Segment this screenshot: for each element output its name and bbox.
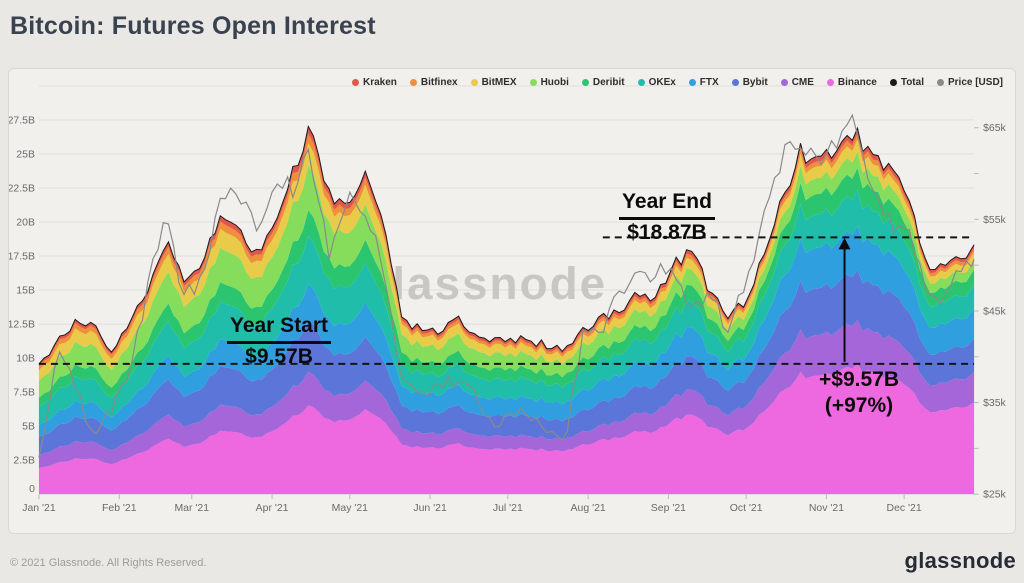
annotation-year-end: Year End $18.87B — [581, 189, 753, 245]
total-line — [38, 125, 975, 365]
y-right-tick-label: $25k — [983, 490, 1006, 501]
y-left-tick-label: 25B — [16, 149, 35, 160]
glassnode-logo: glassnode — [904, 548, 1016, 573]
legend-item-okex[interactable]: OKEx — [637, 77, 676, 88]
annotation-year-end-value: $18.87B — [627, 220, 707, 244]
y-right-tick-label: $65k — [983, 123, 1006, 134]
increase-arrow-head-icon — [838, 237, 851, 250]
price-line — [38, 113, 975, 458]
legend-dot-icon — [936, 79, 944, 86]
area-band-deribit — [38, 167, 975, 407]
legend-label: Kraken — [362, 77, 397, 88]
legend-label: CME — [791, 77, 814, 88]
x-tick-label: Oct '21 — [730, 503, 763, 514]
legend-dot-icon — [529, 79, 537, 86]
legend: Kraken Bitfinex BitMEX Huobi Deribit OKEx FTX B… — [351, 77, 1003, 88]
x-tick-label: Jul '21 — [493, 503, 523, 514]
y-left-tick-label: 2.5B — [13, 456, 35, 467]
legend-dot-icon — [470, 79, 478, 86]
x-tick-label: Apr '21 — [256, 503, 289, 514]
legend-label: Price [USD] — [947, 77, 1003, 88]
legend-dot-icon — [409, 79, 417, 86]
legend-label: FTX — [699, 77, 719, 88]
y-left-tick-label: 20B — [16, 218, 35, 229]
stacked-areas — [38, 126, 975, 495]
x-tick-label: Nov '21 — [809, 503, 844, 514]
annotation-change: +$9.57B (+97%) — [771, 367, 947, 418]
copyright-text: © 2021 Glassnode. All Rights Reserved. — [10, 557, 207, 569]
annotation-year-start-title: Year Start — [193, 313, 365, 344]
annotation-year-start-value: $9.57B — [245, 344, 313, 368]
annotation-change-amount: +$9.57B — [819, 368, 899, 391]
axes: 0 2.5B 5B 7.5B 10B 12.5B 15B 17.5B 20B 22.5B 25B 27… — [9, 115, 1007, 514]
annotation-year-end-title: Year End — [581, 189, 753, 220]
x-tick-label: Mar '21 — [174, 503, 209, 514]
y-left-tick-label: 7.5B — [13, 388, 35, 399]
legend-dot-icon — [780, 79, 788, 86]
y-left-tick-label: 5B — [22, 422, 35, 433]
legend-item-kraken[interactable]: Kraken — [351, 77, 397, 88]
legend-item-total[interactable]: Total — [889, 77, 924, 88]
page-title: Bitcoin: Futures Open Interest — [10, 12, 376, 40]
legend-item-binance[interactable]: Binance — [826, 77, 877, 88]
area-band-kraken — [38, 126, 975, 367]
y-left-tick-label: 17.5B — [9, 251, 35, 262]
legend-item-bitmex[interactable]: BitMEX — [470, 77, 517, 88]
area-band-bybit — [38, 269, 975, 456]
legend-dot-icon — [637, 79, 645, 86]
legend-item-cme[interactable]: CME — [780, 77, 814, 88]
y-right-tick-label: $35k — [983, 398, 1006, 409]
y-right-tick-label: $45k — [983, 306, 1006, 317]
legend-item-bitfinex[interactable]: Bitfinex — [409, 77, 458, 88]
y-left-tick-label: 27.5B — [9, 115, 35, 126]
annotation-change-percent: (+97%) — [824, 393, 894, 417]
annotation-year-start: Year Start $9.57B — [193, 313, 365, 369]
x-tick-label: Aug '21 — [571, 503, 606, 514]
legend-label: Deribit — [592, 77, 625, 88]
area-band-okex — [38, 189, 975, 426]
x-tick-label: Jan '21 — [22, 503, 56, 514]
legend-label: Bybit — [742, 77, 768, 88]
x-tick-label: Jun '21 — [413, 503, 447, 514]
y-left-tick-label: 22.5B — [9, 183, 35, 194]
x-tick-label: May '21 — [332, 503, 369, 514]
legend-item-bybit[interactable]: Bybit — [731, 77, 768, 88]
y-left-tick-label: 12.5B — [9, 320, 35, 331]
y-left-tick-label: 15B — [16, 286, 35, 297]
area-band-huobi — [38, 151, 975, 398]
x-tick-label: Feb '21 — [102, 503, 137, 514]
y-left-tick-label: 0 — [29, 484, 35, 495]
x-tick-label: Dec '21 — [887, 503, 922, 514]
legend-dot-icon — [889, 79, 897, 86]
legend-item-price-usd[interactable]: Price [USD] — [936, 77, 1003, 88]
open-interest-chart[interactable]: lassnode 0 2.5B 5B 7.5B 10B 12.5B 15B 17.5B 20B 22… — [9, 69, 1015, 533]
legend-dot-icon — [826, 79, 834, 86]
legend-item-deribit[interactable]: Deribit — [581, 77, 625, 88]
legend-label: OKEx — [648, 77, 676, 88]
area-band-cme — [38, 320, 975, 469]
legend-dot-icon — [731, 79, 739, 86]
legend-item-huobi[interactable]: Huobi — [529, 77, 569, 88]
legend-label: Binance — [837, 77, 877, 88]
y-left-tick-label: 10B — [16, 354, 35, 365]
glassnode-watermark-text: lassnode — [392, 257, 607, 309]
legend-item-ftx[interactable]: FTX — [688, 77, 719, 88]
legend-dot-icon — [351, 79, 359, 86]
x-tick-label: Sep '21 — [651, 503, 686, 514]
y-right-tick-label: $55k — [983, 215, 1006, 226]
legend-label: Bitfinex — [420, 77, 458, 88]
legend-label: BitMEX — [481, 77, 517, 88]
legend-dot-icon — [688, 79, 696, 86]
legend-dot-icon — [581, 79, 589, 86]
legend-label: Total — [900, 77, 924, 88]
legend-label: Huobi — [540, 77, 569, 88]
area-band-binance — [38, 363, 975, 495]
chart-panel: Kraken Bitfinex BitMEX Huobi Deribit OKEx FTX B… — [8, 68, 1016, 534]
